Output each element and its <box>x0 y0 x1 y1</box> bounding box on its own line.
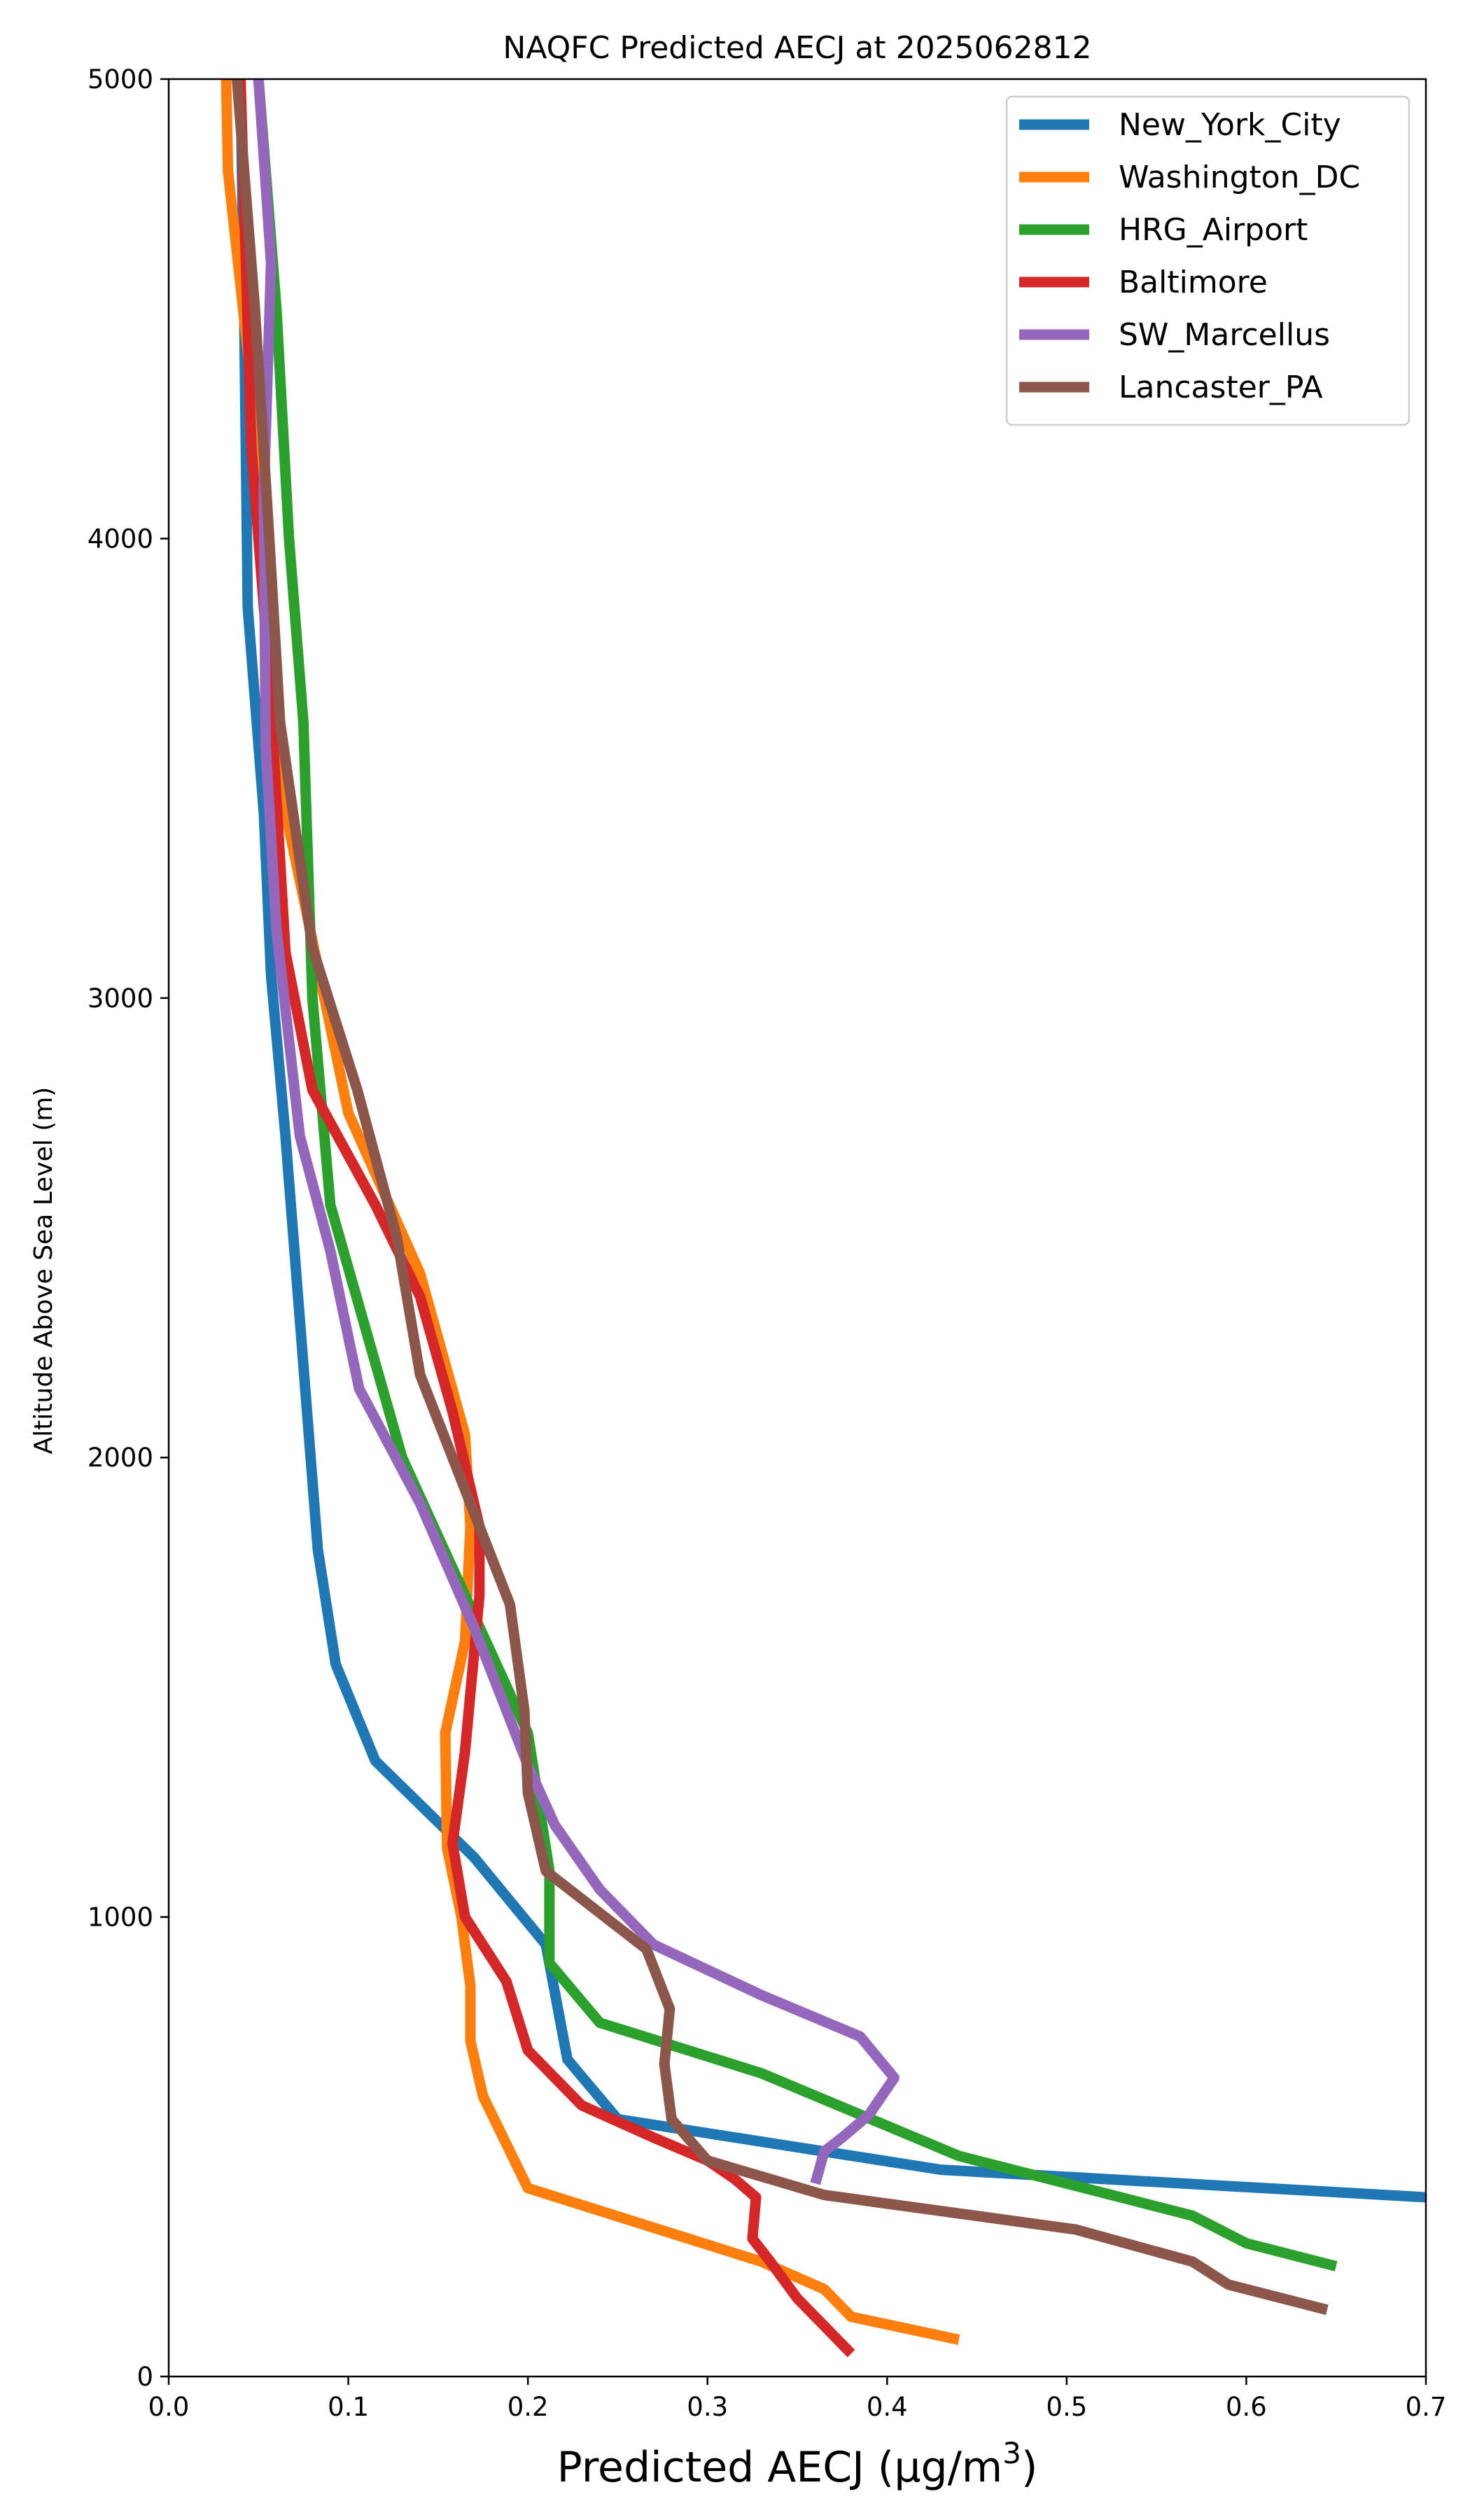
plot-frame <box>167 78 1427 2378</box>
legend-label-washington-dc: Washington_DC <box>1119 160 1360 195</box>
legend-label-baltimore: Baltimore <box>1119 265 1268 300</box>
x-axis-label-end: ) <box>1021 2443 1037 2492</box>
legend-label-sw-marcellus: SW_Marcellus <box>1119 317 1330 353</box>
x-tick-label: 0.3 <box>687 2392 728 2422</box>
x-tick-label: 0.5 <box>1046 2392 1087 2422</box>
series-layer <box>220 79 1426 2358</box>
y-tick-label: 2000 <box>88 1443 153 1473</box>
legend-label-hrg-airport: HRG_Airport <box>1119 212 1308 248</box>
y-tick-label: 0 <box>136 2362 153 2392</box>
y-tick-label: 1000 <box>88 1903 153 1933</box>
series-line-washington-dc <box>220 79 960 2345</box>
chart-title: NAQFC Predicted AECJ at 2025062812 <box>503 30 1091 66</box>
x-axis-label-superscript: 3 <box>1002 2436 1021 2470</box>
x-axis-label: Predicted AECJ (μg/m3) <box>557 2436 1038 2492</box>
x-tick-label: 0.6 <box>1226 2392 1267 2422</box>
y-axis-ticks: 0 1000 2000 3000 4000 5000 <box>88 64 169 2392</box>
x-tick-label: 0.4 <box>867 2392 908 2422</box>
series-line-new-york-city <box>235 79 1426 2203</box>
x-tick-label: 0.2 <box>507 2392 549 2422</box>
y-tick-label: 3000 <box>88 983 153 1014</box>
series-line-lancaster-pa <box>232 79 1329 2316</box>
legend-label-lancaster-pa: Lancaster_PA <box>1119 370 1323 405</box>
x-tick-label: 0.0 <box>148 2392 190 2422</box>
x-axis-ticks: 0.0 0.1 0.2 0.3 0.4 0.5 0.6 0.7 <box>148 2376 1447 2422</box>
y-tick-label: 4000 <box>88 524 153 554</box>
legend: New_York_City Washington_DC HRG_Airport Bal… <box>1005 95 1410 426</box>
legend-label-new-york-city: New_York_City <box>1119 107 1341 143</box>
x-tick-label: 0.1 <box>328 2392 369 2422</box>
y-tick-label: 5000 <box>88 64 153 94</box>
series-line-baltimore <box>235 79 855 2358</box>
legend-box <box>1005 95 1410 426</box>
x-tick-label: 0.7 <box>1406 2392 1447 2422</box>
y-axis-label: Altitude Above Sea Level (m) <box>29 1087 58 1455</box>
x-axis-label-main: Predicted AECJ (μg/m <box>557 2443 1003 2492</box>
